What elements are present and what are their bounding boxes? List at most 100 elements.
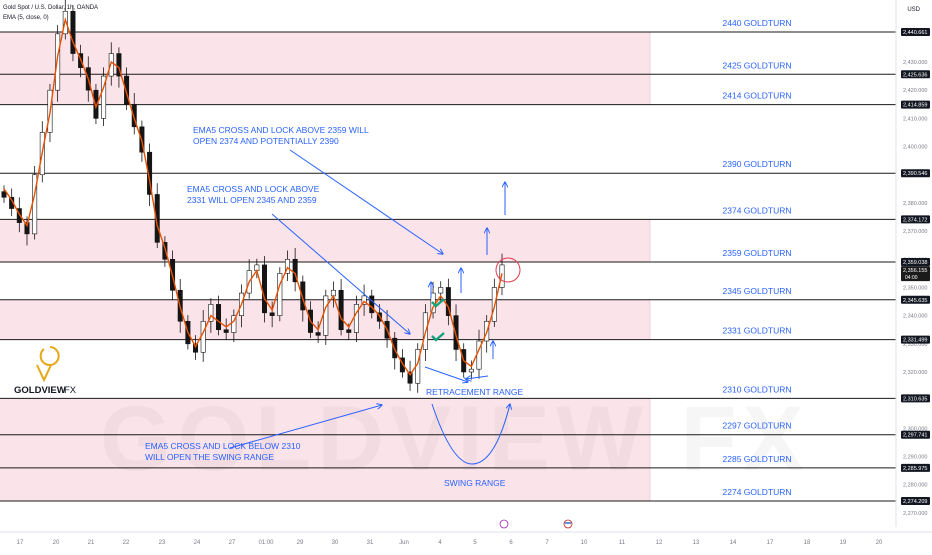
x-tick-21: 17	[767, 540, 774, 546]
annotation-arrow-7	[424, 366, 468, 382]
event-marker-icon	[499, 519, 509, 529]
y-tick-10: 2,370.000	[903, 229, 927, 235]
level-label-1: 2425 GOLDTURN	[723, 60, 792, 70]
price-tag-time-6: 04:00	[905, 275, 918, 281]
x-tick-15: 7	[545, 540, 549, 546]
x-tick-14: 6	[509, 540, 513, 546]
x-tick-7: 01:00	[258, 540, 274, 546]
level-label-11: 2274 GOLDTURN	[723, 487, 792, 497]
x-tick-11: Jun	[399, 540, 409, 546]
candle-body-30	[231, 315, 237, 333]
candle-body-44	[338, 289, 344, 331]
level-label-5: 2359 GOLDTURN	[723, 248, 792, 258]
level-label-4: 2374 GOLDTURN	[723, 205, 792, 215]
zone-band-1	[0, 219, 650, 262]
price-tag-label-1: 2,425.636	[903, 72, 927, 78]
highlight-circle	[495, 257, 521, 283]
price-tag-label-3: 2,390.546	[903, 171, 927, 177]
price-tag-9	[901, 394, 930, 403]
candle-body-39	[300, 281, 306, 311]
x-tick-8: 29	[297, 540, 304, 546]
candle-body-9	[70, 10, 76, 54]
annotation-line-7: SWING RANGE	[444, 478, 506, 488]
candle-body-52	[399, 357, 405, 373]
price-tag-label-10: 2,297.741	[903, 433, 927, 439]
y-tick-0: 2,270.000	[903, 511, 927, 517]
y-tick-8: 2,350.000	[903, 285, 927, 291]
check-mark-icon-1	[431, 298, 445, 308]
candle-body-2	[16, 208, 22, 223]
candle-body-12	[93, 89, 99, 119]
candle-body-53	[407, 371, 413, 384]
logo-brand-text: GOLDVIEW	[14, 385, 66, 396]
annotation-line-4: EMA5 CROSS AND LOCK BELOW 2310	[145, 441, 301, 451]
candle-body-48	[369, 295, 375, 314]
price-tag-label-2: 2,414.859	[903, 103, 927, 109]
candle-body-35	[269, 312, 275, 316]
zone-band-0	[0, 31, 650, 105]
annotation-line-2: EMA5 CROSS AND LOCK ABOVE	[187, 184, 320, 194]
annotation-arrow-1	[271, 213, 410, 334]
candle-body-36	[277, 273, 283, 316]
currency-label[interactable]: USD	[907, 7, 920, 13]
candle-body-34	[261, 264, 267, 314]
price-tag-3	[901, 169, 930, 178]
x-tick-13: 5	[473, 540, 477, 546]
price-tag-label-9: 2,310.635	[903, 396, 927, 402]
candle-body-45	[346, 329, 352, 333]
level-label-9: 2297 GOLDTURN	[723, 421, 792, 431]
price-tag-label-5: 2,359.038	[903, 260, 927, 266]
goldview-logo-icon	[39, 346, 60, 366]
price-tag-5	[901, 257, 930, 266]
price-tag-label-6: 2,356.155	[903, 268, 927, 274]
annotation-line-6: RETRACEMENT RANGE	[426, 387, 523, 397]
y-tick-11: 2,380.000	[903, 201, 927, 207]
candle-body-61	[468, 368, 474, 373]
candle-body-59	[453, 315, 459, 350]
price-tag-2	[901, 100, 930, 109]
price-tag-12	[901, 497, 930, 506]
candle-body-19	[147, 151, 153, 195]
candle-body-41	[315, 332, 321, 336]
price-tag-7	[901, 295, 930, 304]
x-tick-10: 31	[367, 540, 374, 546]
annotation-arrow-0	[289, 149, 443, 254]
price-tag-4	[901, 215, 930, 224]
candle-body-17	[131, 103, 137, 128]
x-tick-20: 14	[730, 540, 737, 546]
candle-body-14	[108, 53, 114, 77]
y-tick-15: 2,420.000	[903, 88, 927, 94]
x-tick-24: 20	[876, 540, 883, 546]
candle-body-47	[361, 295, 367, 305]
x-tick-17: 11	[619, 540, 626, 546]
price-tag-8	[901, 335, 930, 344]
candle-body-16	[124, 75, 130, 105]
candle-body-37	[284, 258, 290, 274]
candle-body-13	[101, 75, 107, 119]
candle-body-42	[323, 295, 329, 336]
candle-body-28	[216, 304, 222, 331]
price-tag-10	[901, 430, 930, 439]
y-tick-3: 2,300.000	[903, 426, 927, 432]
x-tick-22: 18	[804, 540, 811, 546]
annotation-line-1: OPEN 2374 AND POTENTIALLY 2390	[193, 136, 339, 146]
swing-range-arc	[431, 404, 510, 465]
y-tick-6: 2,330.000	[903, 342, 927, 348]
price-tag-label-4: 2,374.172	[903, 217, 927, 223]
check-mark-icon-2	[431, 332, 445, 342]
candle-body-20	[154, 194, 160, 243]
ema-line	[3, 17, 503, 377]
x-tick-1: 20	[53, 540, 60, 546]
candle-body-0	[1, 191, 7, 198]
level-label-3: 2390 GOLDTURN	[723, 159, 792, 169]
candle-body-25	[193, 343, 199, 353]
candle-body-15	[116, 53, 122, 77]
y-tick-16: 2,430.000	[903, 60, 927, 66]
x-tick-4: 23	[159, 540, 166, 546]
y-tick-13: 2,400.000	[903, 145, 927, 151]
price-tag-label-8: 2,331.499	[903, 338, 927, 344]
annotation-line-0: EMA5 CROSS AND LOCK ABOVE 2359 WILL	[193, 125, 369, 135]
x-tick-5: 24	[194, 540, 201, 546]
